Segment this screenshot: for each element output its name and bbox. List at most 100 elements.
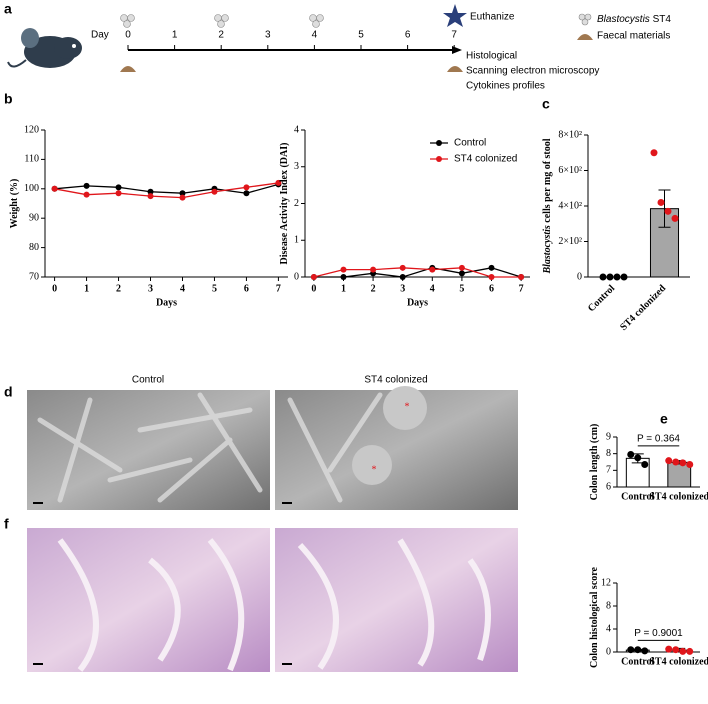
x-tick-label: ST4 colonized xyxy=(618,283,668,333)
x-tick-label: 3 xyxy=(400,283,405,294)
data-point xyxy=(657,198,665,206)
point xyxy=(399,264,406,271)
p-value: P = 0.364 xyxy=(637,433,680,444)
y-axis-label: Colon histological score xyxy=(589,566,600,667)
point xyxy=(51,185,58,192)
y-tick-label: 4 xyxy=(606,623,611,634)
point xyxy=(488,264,495,271)
y-tick-label: 4 xyxy=(294,124,299,135)
analysis: Histological xyxy=(466,51,517,62)
day-label: Day xyxy=(91,30,109,41)
x-tick-label: 5 xyxy=(212,283,217,294)
point xyxy=(399,274,406,280)
x-axis-label: Days xyxy=(156,297,177,308)
euthanize-star xyxy=(443,4,467,27)
legend-marker xyxy=(436,140,442,146)
x-tick-label: ST4 colonized xyxy=(649,656,708,667)
data-point xyxy=(671,214,679,222)
y-tick-label: 70 xyxy=(29,271,39,282)
x-tick-label: Control xyxy=(621,656,654,667)
sem-title: ST4 colonized xyxy=(364,375,427,386)
legend-faeces: Faecal materials xyxy=(597,31,670,42)
point xyxy=(179,190,186,197)
x-tick-label: 7 xyxy=(276,283,281,294)
point xyxy=(275,179,282,186)
cyst xyxy=(383,386,427,430)
data-point xyxy=(686,461,694,468)
analysis: Scanning electron microscopy xyxy=(466,66,599,77)
x-tick-label: 4 xyxy=(180,283,185,294)
y-tick-label: 3 xyxy=(294,161,299,172)
point xyxy=(518,274,525,280)
timeline-arrow xyxy=(452,46,462,54)
y-axis-label-text: Colon length (cm) xyxy=(589,424,600,501)
cyst-icons xyxy=(120,13,592,28)
y-tick-label: 12 xyxy=(601,577,611,588)
data-point xyxy=(686,647,694,655)
y-tick-label: 8 xyxy=(606,600,611,611)
y-tick-label: 2 xyxy=(294,198,299,209)
x-tick-label: 0 xyxy=(311,283,316,294)
y-tick-label: 0 xyxy=(294,271,299,282)
asterisk: * xyxy=(372,464,377,475)
cyst xyxy=(352,445,392,485)
point xyxy=(243,184,250,191)
error-bar xyxy=(658,189,671,228)
y-tick-label: 9 xyxy=(606,431,611,442)
legend-label: ST4 colonized xyxy=(454,154,517,165)
point xyxy=(458,264,465,271)
day-number: 6 xyxy=(405,30,411,41)
x-axis-label: Days xyxy=(407,297,428,308)
point xyxy=(243,190,250,197)
y-axis-label: Blastocystis cells per mg of stool xyxy=(542,138,553,274)
day-number: 7 xyxy=(451,30,457,41)
data-point xyxy=(672,646,680,654)
sem-texture xyxy=(37,392,383,503)
x-tick-label: 1 xyxy=(84,283,89,294)
point xyxy=(370,266,377,273)
panel-label: b xyxy=(4,91,13,107)
legend-marker xyxy=(436,156,442,162)
data-point xyxy=(672,458,680,466)
point xyxy=(488,274,495,280)
day-number: 2 xyxy=(218,30,224,41)
y-axis-label-italic: Blastocystis xyxy=(542,225,553,274)
series-line xyxy=(54,182,279,199)
point xyxy=(340,266,347,273)
sem-image-control xyxy=(27,390,270,510)
y-tick-label: 110 xyxy=(24,154,39,165)
histology-texture xyxy=(57,538,491,672)
y-axis-label-text: cells per mg of stool xyxy=(542,138,553,222)
day-number: 3 xyxy=(265,30,271,41)
y-tick-label: 6×10² xyxy=(558,165,582,176)
y-tick-label: 1 xyxy=(294,235,299,246)
x-tick-label: 6 xyxy=(244,283,249,294)
point xyxy=(147,193,154,200)
data-point xyxy=(613,273,621,281)
organism-name: ST4 xyxy=(653,14,672,25)
x-tick-label: 6 xyxy=(489,283,494,294)
series-line xyxy=(54,183,279,194)
y-tick-label: 2×10² xyxy=(558,236,582,247)
y-axis-label-text: Disease Activity Index (DAI) xyxy=(279,143,290,265)
y-tick-label: 80 xyxy=(29,242,39,253)
point xyxy=(429,266,436,273)
data-point xyxy=(620,273,628,281)
panel-label: f xyxy=(4,516,9,532)
data-point xyxy=(599,273,607,281)
data-point xyxy=(606,273,614,281)
y-tick-label: 0 xyxy=(577,271,582,282)
faeces-icons xyxy=(120,34,593,72)
x-tick-label: 2 xyxy=(371,283,376,294)
sem-title: Control xyxy=(132,375,164,386)
point xyxy=(211,188,218,195)
y-tick-label: 90 xyxy=(29,212,39,223)
legend-organism: Blastocystis ST4 xyxy=(597,14,671,25)
data-point xyxy=(641,461,649,468)
data-point xyxy=(679,647,687,655)
point xyxy=(115,184,122,191)
organism-italic: Blastocystis xyxy=(597,14,650,25)
y-axis-label: Weight (%) xyxy=(9,179,20,229)
asterisk: * xyxy=(405,401,410,412)
